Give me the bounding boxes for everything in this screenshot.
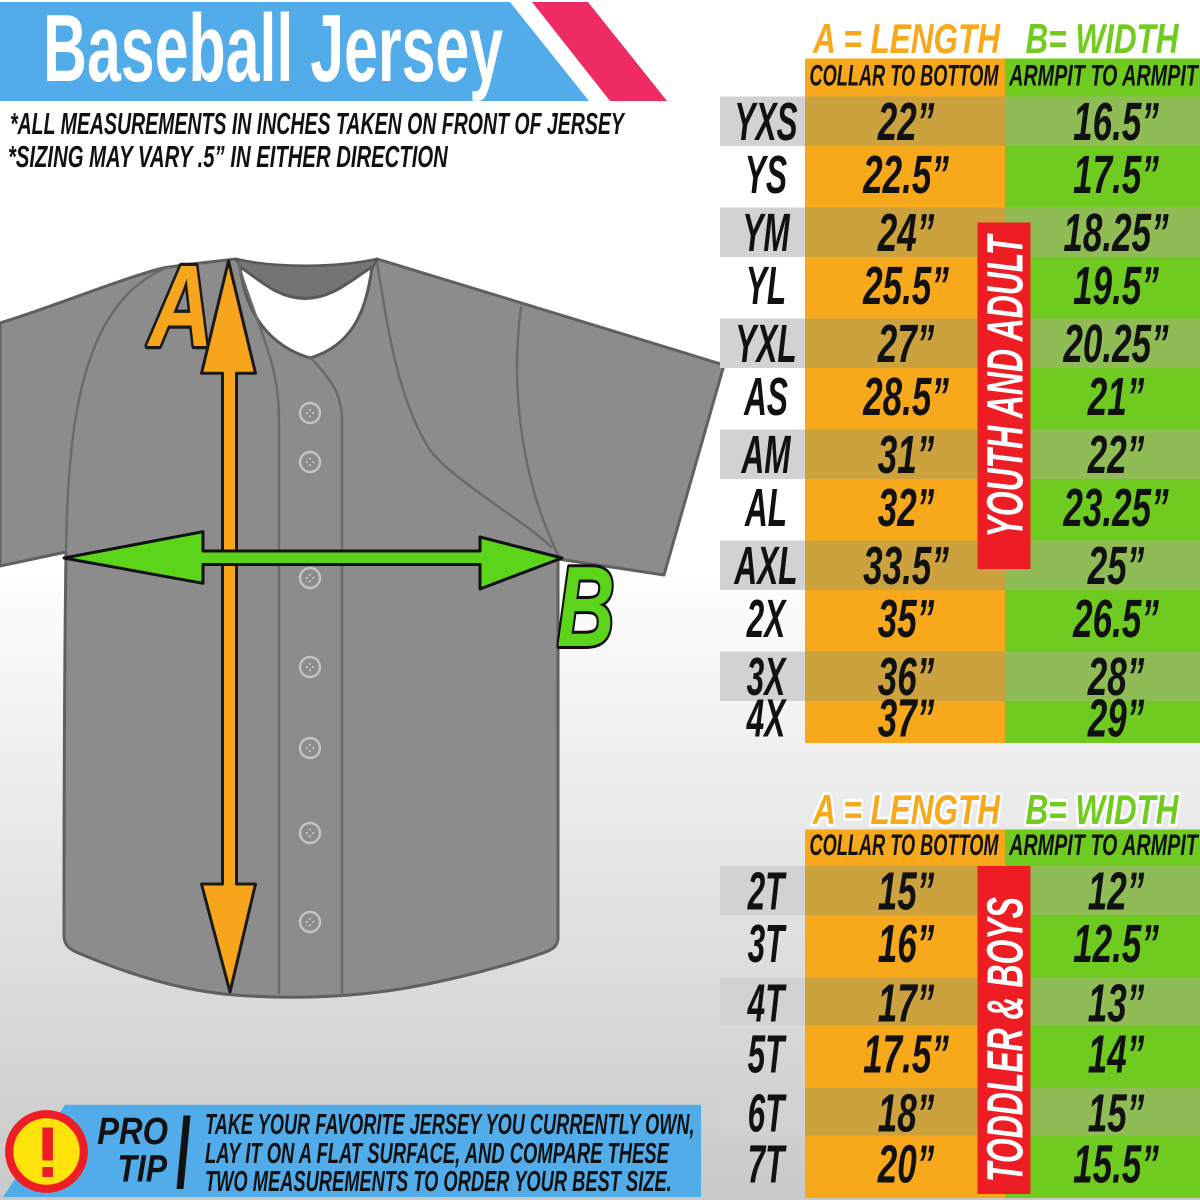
svg-text:AM: AM [741, 426, 792, 486]
svg-text:28”: 28” [1087, 647, 1145, 707]
svg-text:25.5”: 25.5” [862, 255, 949, 315]
svg-text:13”: 13” [1088, 973, 1145, 1033]
svg-text:31”: 31” [878, 425, 935, 485]
svg-text:22”: 22” [877, 92, 935, 152]
svg-text:YL: YL [746, 256, 786, 316]
svg-text:AS: AS [743, 367, 788, 427]
svg-text:4X: 4X [746, 689, 787, 749]
svg-text:22.5”: 22.5” [862, 144, 949, 204]
svg-text:35”: 35” [878, 588, 935, 648]
svg-text:B= WIDTH: B= WIDTH [1025, 15, 1179, 63]
svg-text:20”: 20” [877, 1134, 935, 1194]
svg-text:26.5”: 26.5” [1072, 588, 1159, 648]
svg-text:A = LENGTH: A = LENGTH [812, 786, 1001, 834]
svg-text:17.5”: 17.5” [1073, 144, 1159, 204]
svg-text:TAKE YOUR FAVORITE JERSEY YOU: TAKE YOUR FAVORITE JERSEY YOU CURRENTLY … [205, 1109, 695, 1141]
svg-text:27”: 27” [877, 314, 935, 374]
svg-text:TIP: TIP [117, 1148, 167, 1190]
svg-text:18”: 18” [878, 1083, 935, 1143]
svg-text:16”: 16” [878, 913, 935, 973]
svg-text:COLLAR TO BOTTOM: COLLAR TO BOTTOM [809, 60, 998, 93]
svg-text:18.25”: 18.25” [1063, 203, 1169, 263]
svg-text:14”: 14” [1088, 1024, 1145, 1084]
svg-text:33.5”: 33.5” [863, 536, 949, 596]
svg-text:24”: 24” [877, 203, 935, 263]
svg-text:TODDLER & BOYS: TODDLER & BOYS [977, 897, 1035, 1182]
svg-text:YXL: YXL [735, 315, 796, 375]
svg-text:3T: 3T [748, 914, 788, 974]
svg-text:17”: 17” [878, 973, 935, 1033]
svg-text:A = LENGTH: A = LENGTH [812, 15, 1001, 63]
svg-text:3X: 3X [747, 648, 787, 708]
svg-text:16.5”: 16.5” [1073, 92, 1159, 152]
svg-text:ARMPIT TO ARMPIT: ARMPIT TO ARMPIT [1008, 829, 1200, 862]
svg-text:*ALL MEASUREMENTS IN INCHES TA: *ALL MEASUREMENTS IN INCHES TAKEN ON FRO… [10, 108, 625, 141]
svg-text:4T: 4T [747, 974, 787, 1034]
svg-text:A: A [146, 240, 213, 370]
svg-text:PRO: PRO [97, 1110, 168, 1153]
svg-text:YXS: YXS [734, 93, 798, 153]
svg-text:12”: 12” [1088, 861, 1145, 921]
svg-text:6T: 6T [748, 1084, 788, 1144]
svg-text:AL: AL [744, 478, 787, 538]
svg-text:28.5”: 28.5” [862, 366, 949, 426]
svg-text:17.5”: 17.5” [863, 1024, 949, 1084]
svg-text:5T: 5T [748, 1025, 788, 1085]
svg-text:36”: 36” [878, 647, 935, 707]
svg-text:AXL: AXL [734, 537, 798, 597]
svg-text:COLLAR TO BOTTOM: COLLAR TO BOTTOM [809, 830, 998, 863]
svg-text:23.25”: 23.25” [1063, 477, 1169, 537]
svg-text:25”: 25” [1087, 536, 1145, 596]
svg-text:15.5”: 15.5” [1073, 1134, 1159, 1194]
svg-text:21”: 21” [1087, 366, 1145, 426]
svg-text:7T: 7T [748, 1135, 788, 1195]
svg-text:15”: 15” [1088, 1083, 1145, 1143]
svg-text:2X: 2X [746, 589, 787, 649]
svg-text:B= WIDTH: B= WIDTH [1025, 786, 1179, 834]
svg-text:37”: 37” [878, 688, 935, 748]
svg-text:LAY IT ON A FLAT SURFACE, AND: LAY IT ON A FLAT SURFACE, AND COMPARE TH… [205, 1138, 670, 1170]
svg-text:12.5”: 12.5” [1073, 913, 1159, 973]
svg-text:TWO MEASUREMENTS TO ORDER YOUR: TWO MEASUREMENTS TO ORDER YOUR BEST SIZE… [205, 1166, 672, 1198]
svg-text:YM: YM [742, 204, 790, 264]
svg-text:B: B [557, 543, 615, 670]
svg-text:22”: 22” [1087, 425, 1145, 485]
svg-text:YOUTH AND ADULT: YOUTH AND ADULT [977, 233, 1035, 537]
svg-text:*SIZING MAY VARY .5” IN EITHER: *SIZING MAY VARY .5” IN EITHER DIRECTION [8, 141, 449, 174]
svg-text:Baseball Jersey: Baseball Jersey [43, 0, 503, 102]
svg-text:ARMPIT TO ARMPIT: ARMPIT TO ARMPIT [1008, 60, 1200, 93]
svg-text:29”: 29” [1087, 688, 1145, 748]
svg-text:32”: 32” [878, 477, 935, 537]
svg-text:2T: 2T [747, 862, 787, 922]
svg-text:20.25”: 20.25” [1063, 314, 1169, 374]
svg-text:19.5”: 19.5” [1073, 255, 1159, 315]
svg-text:15”: 15” [878, 861, 935, 921]
svg-text:YS: YS [745, 145, 787, 205]
